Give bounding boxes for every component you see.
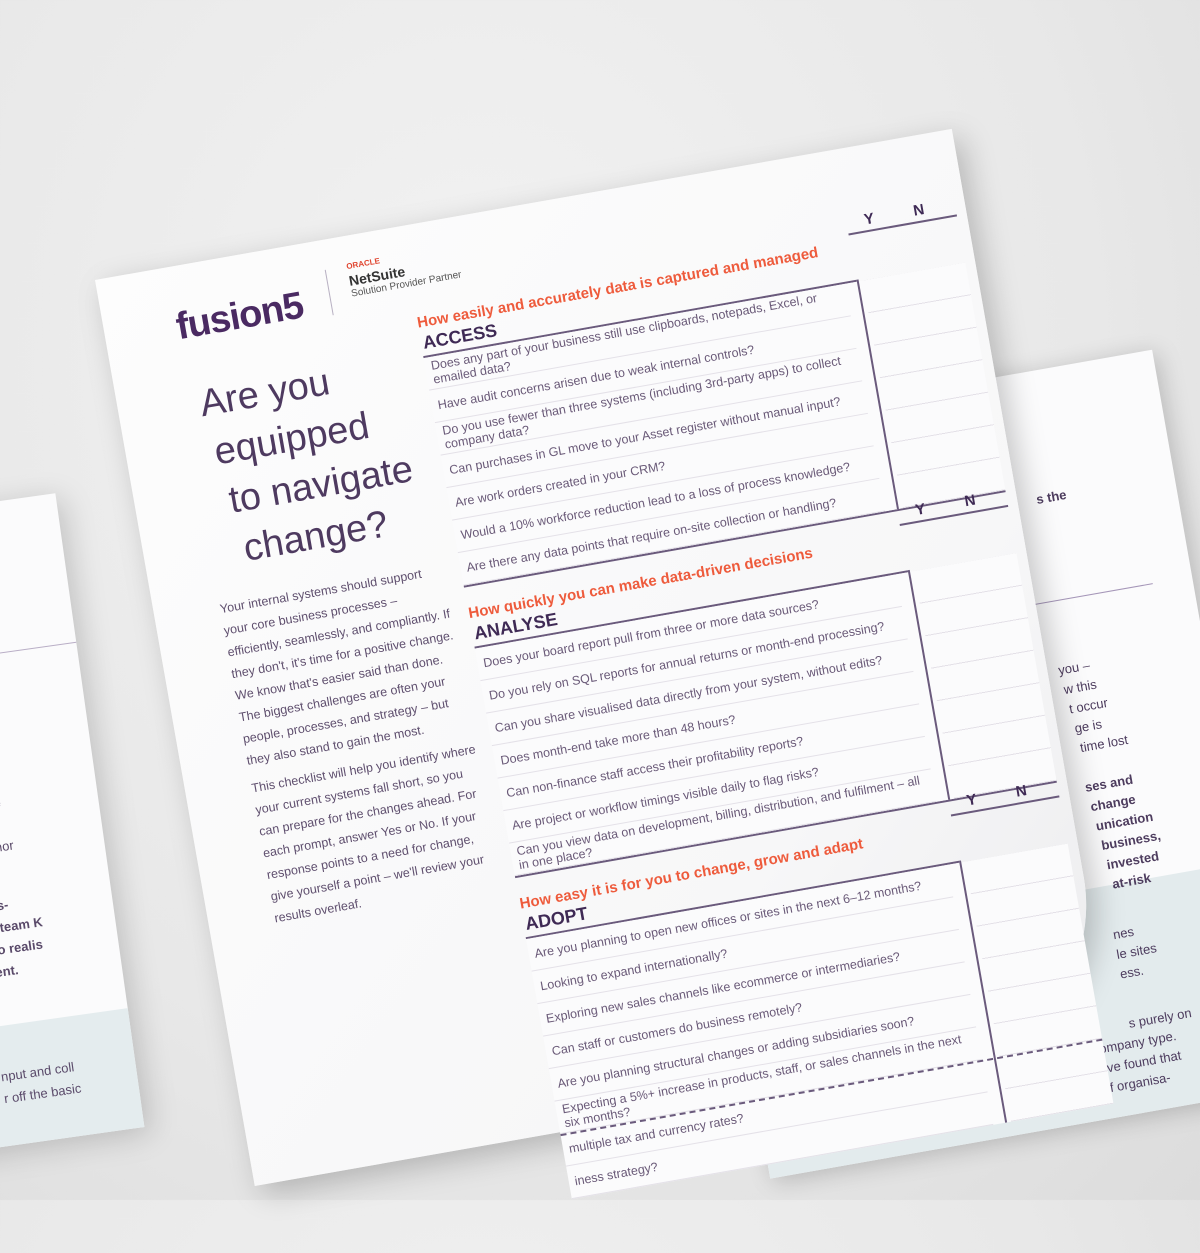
yes-column-header: Y	[862, 209, 876, 229]
intro-text: Your internal systems should support you…	[218, 559, 504, 936]
divider	[0, 641, 77, 668]
logo-divider	[324, 269, 334, 316]
fusion5-logo: fusion5	[172, 284, 307, 349]
netsuite-partner-logo: ORACLE NetSuite Solution Provider Partne…	[345, 241, 463, 302]
page-text-fragment: y to realis	[0, 936, 44, 959]
left-back-page: ededchangegorytion ofconsidementte a mor…	[0, 493, 145, 1194]
checklist-question: iness strategy?	[573, 1159, 659, 1189]
page-text-fragment: conside	[0, 792, 2, 820]
page-text-fragment: ess.	[1118, 962, 1145, 982]
intro-paragraph: Your internal systems should support you…	[218, 566, 455, 768]
checklist-page: fusion5 ORACLE NetSuite Solution Provide…	[95, 128, 1114, 1200]
page-text-fragment: te a mor	[0, 837, 15, 859]
page-text-fragment: s the	[1035, 486, 1068, 507]
page-title: Are you equipped to navigate change?	[196, 346, 426, 577]
no-column-header: N	[912, 201, 926, 220]
intro-paragraph: This checklist will help you identify wh…	[250, 742, 486, 926]
page-text-fragment: nent.	[0, 962, 20, 982]
